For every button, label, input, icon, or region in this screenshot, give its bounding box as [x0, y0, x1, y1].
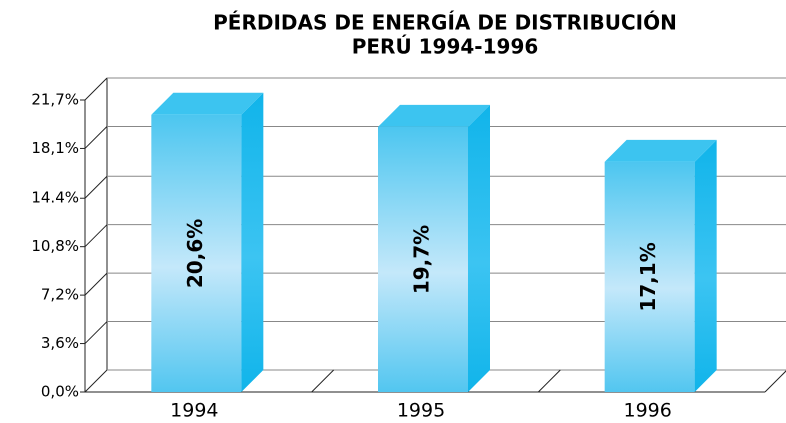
- value-label: 20,6%: [183, 219, 207, 288]
- bar-top: [604, 139, 717, 162]
- chart-title: PERÚ 1994-1996: [352, 35, 539, 59]
- value-label: 17,1%: [636, 242, 660, 311]
- bar-front: [378, 126, 468, 392]
- value-label: 19,7%: [410, 225, 434, 294]
- y-tick-label: 7,2%: [41, 286, 79, 304]
- bar: [604, 139, 717, 392]
- tick-mark: [84, 369, 108, 393]
- tick-mark: [84, 272, 108, 296]
- bar-top: [151, 92, 264, 115]
- y-tick-label: 18,1%: [31, 139, 79, 157]
- tick-mark: [84, 224, 108, 248]
- bar: [378, 104, 490, 392]
- x-tick-label: 1995: [397, 400, 445, 422]
- floor-divider: [311, 369, 335, 393]
- y-tick-label: 3,6%: [41, 334, 79, 352]
- bar-side: [468, 104, 490, 392]
- bar-side: [694, 139, 717, 392]
- y-tick-label: 14.4%: [31, 189, 79, 207]
- tick-mark: [84, 175, 108, 199]
- floor-divider: [537, 369, 561, 393]
- tick-mark: [84, 126, 108, 149]
- bar-front: [151, 114, 242, 392]
- y-tick-label: 21,7%: [31, 91, 79, 109]
- floor-divider: [764, 370, 786, 393]
- x-tick-label: 1996: [623, 400, 671, 422]
- x-tick-label: 1994: [170, 400, 218, 422]
- tick-mark: [84, 321, 108, 344]
- y-tick-label: 0,0%: [41, 383, 79, 401]
- tick-mark: [84, 77, 108, 101]
- bar-side: [241, 92, 264, 392]
- bar-top: [378, 104, 490, 127]
- chart-title: PÉRDIDAS DE ENERGÍA DE DISTRIBUCIÓN: [213, 11, 677, 35]
- bar: [151, 92, 264, 392]
- bar-front: [604, 161, 695, 392]
- y-tick-label: 10,8%: [31, 237, 79, 255]
